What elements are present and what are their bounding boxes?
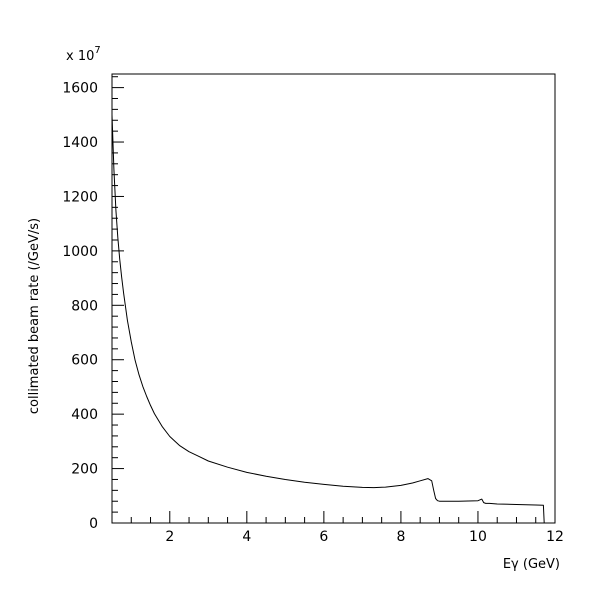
x-tick-label: 4: [242, 529, 251, 545]
y-tick-label: 400: [71, 407, 98, 423]
y-tick-label: 1600: [62, 81, 98, 97]
x-tick-label: 2: [165, 529, 174, 545]
y-axis-label: collimated beam rate (/GeV/s): [27, 218, 42, 414]
beam-rate-curve: [111, 114, 546, 524]
y-tick-label: 1000: [62, 244, 98, 260]
y-tick-label: 200: [71, 462, 98, 478]
y-tick-label: 1400: [62, 135, 98, 151]
x-tick-label: 10: [469, 529, 487, 545]
x-tick-label: 12: [546, 529, 564, 545]
plot-frame: [111, 73, 556, 524]
y-multiplier-base: x 10: [66, 49, 94, 64]
y-tick-label: 600: [71, 353, 98, 369]
x-tick-label: 6: [319, 529, 328, 545]
x-axis-label: Eγ (GeV): [503, 557, 560, 572]
y-multiplier-exponent: 7: [94, 45, 100, 56]
y-axis-multiplier: x 107: [66, 45, 101, 64]
y-tick-label: 1200: [62, 189, 98, 205]
y-tick-label: 0: [89, 516, 98, 532]
x-tick-label: 8: [396, 529, 405, 545]
y-tick-label: 800: [71, 298, 98, 314]
